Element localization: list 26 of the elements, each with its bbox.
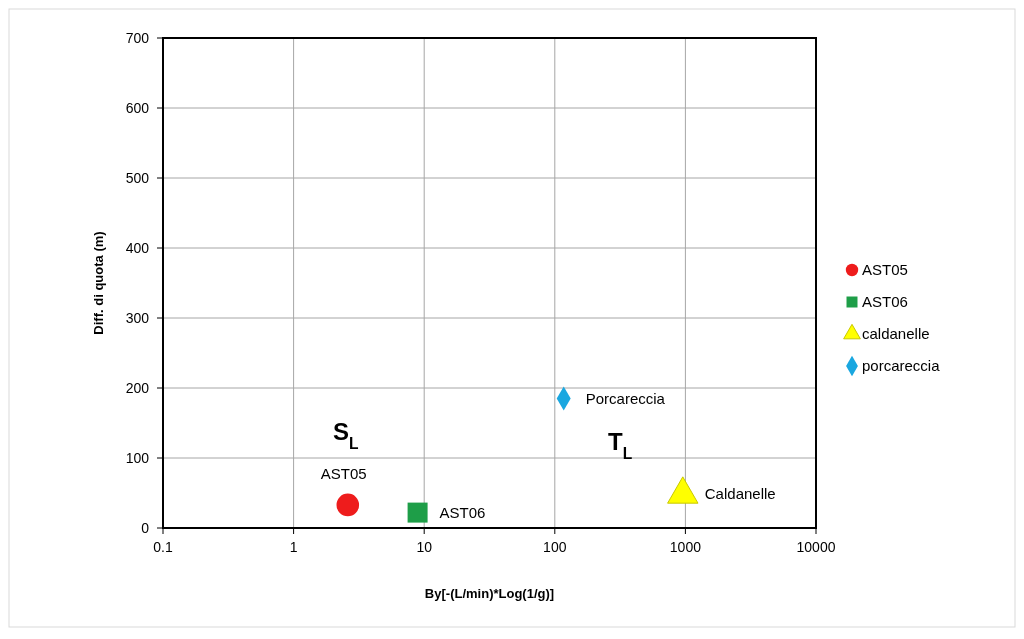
- y-tick-label: 300: [125, 310, 150, 326]
- y-axis-title: Diff. di quota (m): [91, 231, 106, 335]
- annotation: T$_{L}$: [608, 427, 633, 462]
- y-tick-label: 400: [125, 240, 150, 256]
- y-tick-label: 200: [125, 380, 150, 396]
- legend-label: caldanelle: [862, 325, 930, 342]
- legend-label: porcareccia: [862, 357, 941, 374]
- y-tick-label: 700: [125, 30, 150, 46]
- y-tick-label: 100: [125, 450, 150, 466]
- x-tick-label: 1: [289, 539, 298, 555]
- annotation: S$_{L}$: [333, 417, 360, 452]
- legend-label: AST05: [862, 261, 908, 278]
- y-tick-label: 600: [125, 100, 150, 116]
- x-tick-label: 10000: [796, 539, 836, 555]
- y-tick-label: 0: [141, 520, 150, 536]
- x-tick-label: 1000: [669, 539, 702, 555]
- x-tick-label: 10: [416, 539, 433, 555]
- annotation: Porcareccia: [585, 389, 666, 407]
- x-axis-title: By[-(L/min)*Log(1/g)]: [424, 586, 555, 601]
- annotation: AST05: [320, 464, 367, 482]
- y-tick-label: 500: [125, 170, 150, 186]
- x-tick-label: 0.1: [153, 539, 173, 555]
- legend-label: AST06: [862, 293, 908, 310]
- x-tick-label: 100: [543, 539, 567, 555]
- annotation: AST06: [439, 503, 486, 521]
- annotation: Caldanelle: [704, 485, 776, 503]
